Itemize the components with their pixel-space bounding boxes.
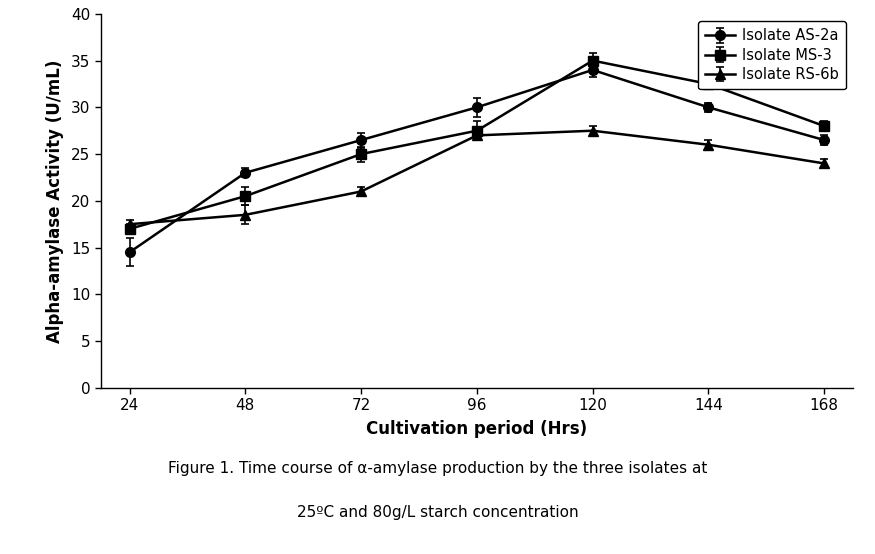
Text: 25ºC and 80g/L starch concentration: 25ºC and 80g/L starch concentration	[297, 505, 578, 520]
Legend: Isolate AS-2a, Isolate MS-3, Isolate RS-6b: Isolate AS-2a, Isolate MS-3, Isolate RS-…	[698, 21, 846, 90]
X-axis label: Cultivation period (Hrs): Cultivation period (Hrs)	[367, 420, 587, 438]
Y-axis label: Alpha-amylase Activity (U/mL): Alpha-amylase Activity (U/mL)	[46, 59, 64, 342]
Text: Figure 1. Time course of α-amylase production by the three isolates at: Figure 1. Time course of α-amylase produ…	[168, 460, 707, 476]
